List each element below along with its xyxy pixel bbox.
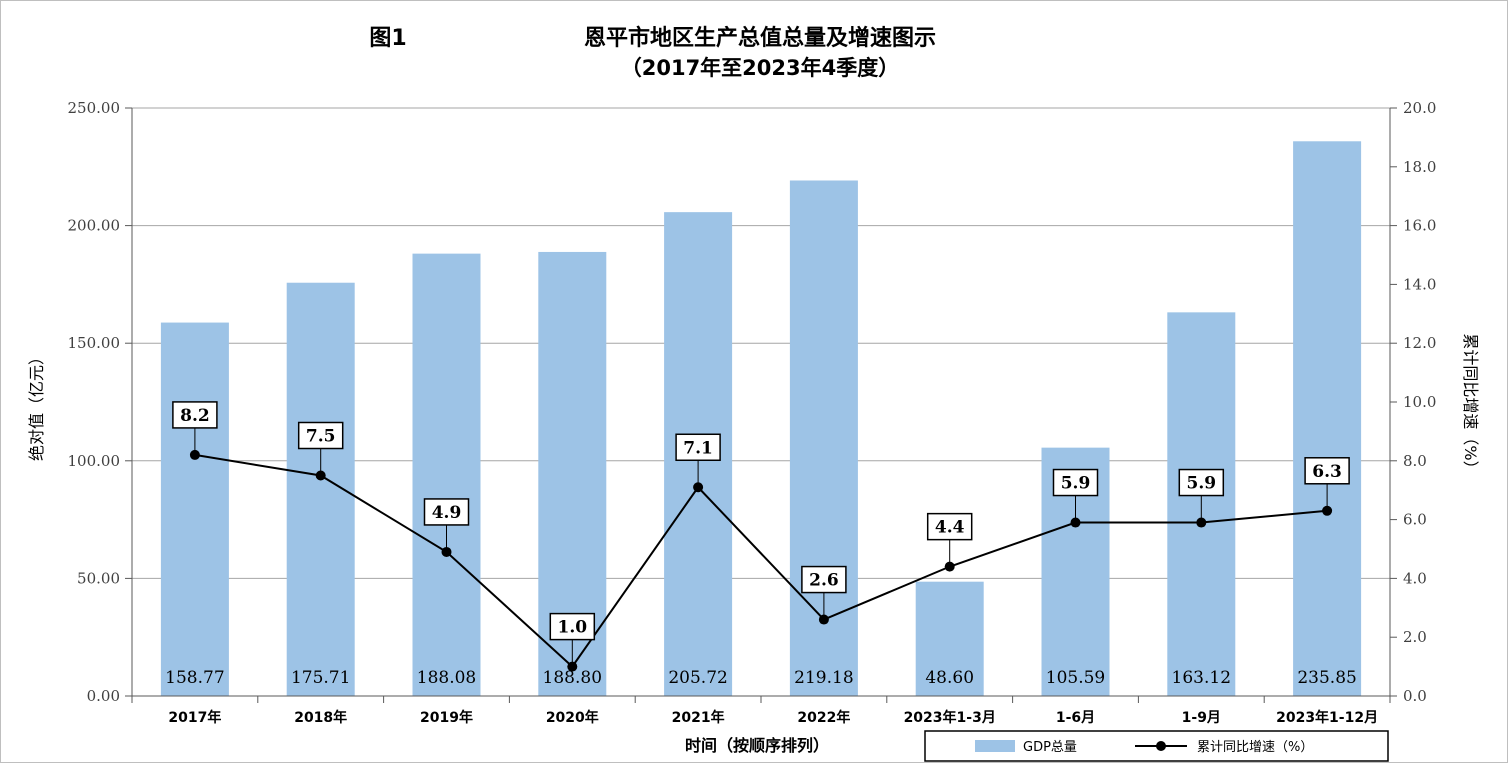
y-right-tick-label: 0.0 <box>1403 687 1427 705</box>
bar-data-label: 235.85 <box>1297 668 1356 688</box>
data-labels: 158.77 175.71 188.08 188.80 205.72 219.18 48.6… <box>165 401 1357 688</box>
bar <box>1293 141 1362 696</box>
y-right-tick-label: 8.0 <box>1403 452 1427 470</box>
line-data-label: 8.2 <box>180 406 210 426</box>
line-data-label: 4.4 <box>935 518 965 538</box>
y-right-tick-label: 12.0 <box>1403 334 1436 352</box>
chart-figure-number: 图1 <box>369 26 406 51</box>
y-left-tick-label: 100.00 <box>68 452 121 470</box>
bar-data-label: 158.77 <box>165 668 224 688</box>
bar-data-label: 48.60 <box>925 668 974 688</box>
line-label-box <box>1304 457 1350 485</box>
line-label-box <box>801 565 847 594</box>
line-data-label: 7.5 <box>306 427 336 447</box>
bar <box>160 322 229 696</box>
line-data-label: 4.9 <box>432 503 462 523</box>
growth-line <box>194 453 1328 669</box>
axes: 0.00 50.00 100.00 150.00 200.00 250.00 0.0 2.0 4… <box>68 99 1437 726</box>
x-tick-label: 1-6月 <box>1056 710 1095 726</box>
line-data-label: 5.9 <box>1061 474 1091 494</box>
line-label-box <box>549 612 596 641</box>
y-left-tick-label: 0.00 <box>87 687 120 705</box>
bar-data-label: 188.08 <box>417 668 476 688</box>
y-right-tick-label: 6.0 <box>1403 511 1427 529</box>
bar <box>915 581 984 696</box>
x-tick-label: 2019年 <box>420 709 473 726</box>
bar <box>412 253 481 696</box>
y-axis-right-title: 累计同比增速（%） <box>1461 333 1480 476</box>
legend-bar-label: GDP总量 <box>1023 740 1077 755</box>
line-data-label: 7.1 <box>683 438 713 458</box>
bar-data-label: 163.12 <box>1172 668 1231 688</box>
x-tick-label: 2020年 <box>546 709 599 726</box>
chart-title: 恩平市地区生产总值总量及增速图示 <box>584 25 936 51</box>
bar-data-label: 205.72 <box>668 668 727 688</box>
line-label-box <box>1052 468 1099 497</box>
y-left-tick-label: 150.00 <box>68 334 121 352</box>
x-axis-title: 时间（按顺序排列） <box>685 736 829 755</box>
legend-line-marker <box>1156 741 1166 751</box>
y-axis-left-title: 绝对值（亿元） <box>27 349 46 461</box>
y-right-tick-label: 16.0 <box>1403 217 1436 235</box>
chart-subtitle: （2017年至2023年4季度） <box>621 56 900 80</box>
y-right-tick-label: 18.0 <box>1403 158 1436 176</box>
bar-data-label: 188.80 <box>543 668 602 688</box>
bar-data-label: 219.18 <box>794 668 853 688</box>
bar-data-label: 175.71 <box>291 668 350 688</box>
legend-line-label: 累计同比增速（%） <box>1197 740 1313 755</box>
growth-point <box>1322 505 1333 516</box>
line-label-box <box>926 512 973 541</box>
y-left-tick-label: 50.00 <box>77 569 120 587</box>
x-tick-label: 2022年 <box>797 709 850 726</box>
bar-data-label: 105.59 <box>1046 668 1105 688</box>
line-label-box <box>423 498 470 526</box>
chart-title-group: 图1 恩平市地区生产总值总量及增速图示 （2017年至2023年4季度） <box>369 25 936 80</box>
x-tick-label: 2018年 <box>294 709 347 726</box>
bar-series <box>160 141 1362 697</box>
x-tick-label: 2023年1-3月 <box>904 709 996 726</box>
line-label-box <box>172 401 218 429</box>
line-data-label: 2.6 <box>809 571 839 591</box>
legend-bar-swatch <box>975 740 1015 752</box>
line-label-box <box>297 421 344 450</box>
y-right-tick-label: 20.0 <box>1403 99 1436 117</box>
line-series <box>189 449 1333 672</box>
x-tick-label: 2021年 <box>672 709 725 726</box>
line-data-label: 5.9 <box>1187 474 1217 494</box>
legend: GDP总量 累计同比增速（%） <box>924 730 1389 762</box>
line-data-label: 6.3 <box>1312 462 1342 482</box>
y-right-tick-label: 4.0 <box>1403 569 1427 587</box>
y-right-tick-label: 10.0 <box>1403 393 1436 411</box>
x-tick-label: 2023年1-12月 <box>1276 709 1378 726</box>
x-tick-label: 2017年 <box>168 709 221 726</box>
line-label-box <box>675 433 721 462</box>
y-right-tick-label: 2.0 <box>1403 628 1427 646</box>
y-left-tick-label: 200.00 <box>68 217 121 235</box>
x-tick-label: 1-9月 <box>1182 710 1221 726</box>
y-right-tick-label: 14.0 <box>1403 275 1436 293</box>
line-label-box <box>1178 468 1225 497</box>
y-left-tick-label: 250.00 <box>68 99 121 117</box>
line-data-label: 1.0 <box>558 618 588 638</box>
